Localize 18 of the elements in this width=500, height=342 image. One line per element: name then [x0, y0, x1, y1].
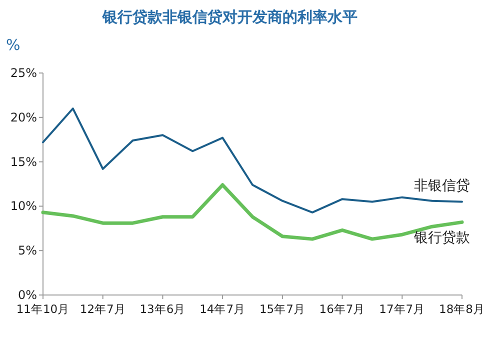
y-tick-label: 10% — [10, 199, 37, 214]
x-tick-label: 18年8月 — [439, 302, 485, 316]
y-tick-label: 25% — [10, 66, 37, 80]
x-tick-label: 13年6月 — [140, 302, 186, 316]
y-tick-label: 5% — [18, 244, 37, 258]
y-tick-label: 15% — [10, 154, 37, 169]
x-tick-label: 14年7月 — [200, 302, 246, 316]
x-tick-label: 15年7月 — [259, 302, 306, 316]
y-tick-label: 0% — [18, 288, 37, 302]
x-tick-label: 12年7月 — [80, 302, 126, 316]
chart-title: 银行贷款非银信贷对开发商的利率水平 — [102, 8, 358, 26]
y-tick-label: 20% — [10, 110, 37, 124]
x-tick-label: 17年7月 — [379, 302, 426, 316]
x-tick-label: 16年7月 — [319, 302, 366, 316]
y-axis-title: % — [6, 36, 20, 54]
series-label: 非银信贷 — [414, 178, 470, 194]
x-tick-label: 11年10月 — [16, 302, 70, 316]
series-label: 银行贷款 — [413, 230, 470, 246]
